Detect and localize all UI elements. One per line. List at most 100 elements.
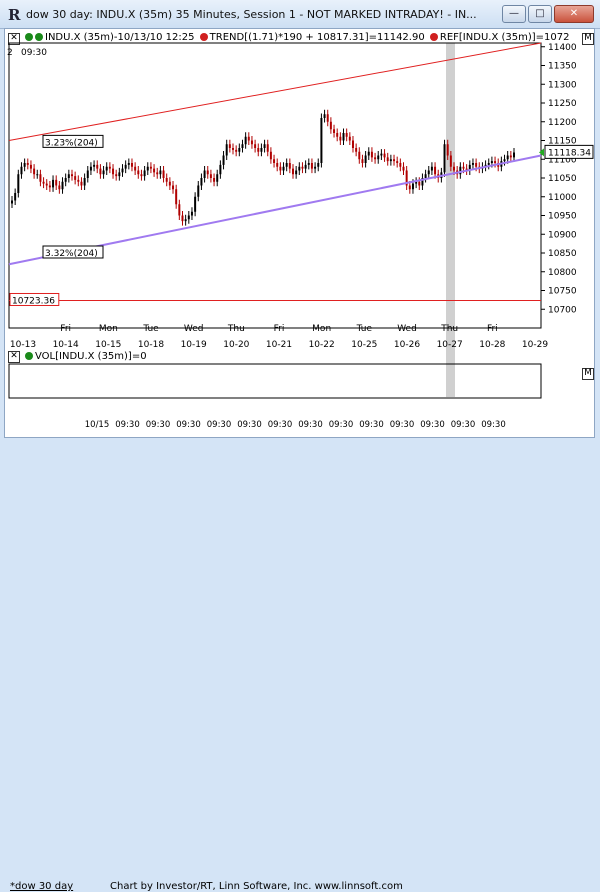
y-tick-label: 11300 <box>548 80 577 90</box>
candle-body <box>26 163 29 165</box>
chart-credit: Chart by Investor/RT, Linn Software, Inc… <box>110 881 403 892</box>
date-label: 10-22 <box>309 340 335 350</box>
candle-body <box>14 193 17 201</box>
window-title: dow 30 day: INDU.X (35m) 35 Minutes, Ses… <box>26 8 477 21</box>
candle-body <box>99 168 102 175</box>
volume-legend: VOL[INDU.X (35m)]=0 <box>25 351 147 362</box>
candle-body <box>197 185 200 197</box>
candle-body <box>216 174 219 182</box>
candle-body <box>430 166 433 171</box>
candle-body <box>42 181 45 184</box>
candle-body <box>146 166 149 171</box>
channel-annotation-label: 3.23%(204) <box>45 138 98 148</box>
maximize-button[interactable]: □ <box>528 5 552 23</box>
candle-body <box>247 136 250 141</box>
candle-body <box>232 148 235 150</box>
y-tick-label: 10800 <box>548 268 577 278</box>
candle-body <box>235 149 238 152</box>
candle-body <box>222 155 225 165</box>
candle-body <box>424 174 427 178</box>
time-tick-label: 09:30 <box>268 420 293 430</box>
candle-body <box>386 157 389 162</box>
weekday-label: Thu <box>440 324 458 334</box>
candle-body <box>279 166 282 171</box>
last-price-label: 11118.34 <box>548 148 591 158</box>
volume-plot-area <box>8 363 542 399</box>
candle-body <box>200 178 203 186</box>
volume-legend-text[interactable]: VOL[INDU.X (35m)]=0 <box>35 351 147 362</box>
date-label: 10-28 <box>479 340 505 350</box>
minimize-button[interactable]: — <box>502 5 526 23</box>
candle-body <box>345 133 348 137</box>
candle-body <box>418 181 421 186</box>
candle-body <box>503 159 506 162</box>
investor-rt-app-icon: R <box>8 6 21 24</box>
close-button[interactable]: ✕ <box>554 5 594 23</box>
candle-body <box>364 155 367 163</box>
time-tick-label: 09:30 <box>207 420 232 430</box>
candle-body <box>156 172 159 175</box>
symbol-legend[interactable]: INDU.X (35m)-10/13/10 12:25 <box>45 32 195 43</box>
candle-body <box>83 178 86 186</box>
time-tick-label: 09:30 <box>237 420 262 430</box>
y-tick-label: 11250 <box>548 99 577 109</box>
candle-body <box>374 157 377 160</box>
candle-body <box>301 166 304 169</box>
candle-body <box>203 170 206 178</box>
time-tick-label: 09:30 <box>146 420 171 430</box>
ref-legend[interactable]: REF[INDU.X (35m)]=1072 <box>439 32 570 43</box>
candle-body <box>102 170 105 175</box>
candle-body <box>168 181 171 186</box>
price-chart[interactable]: 10700 10800 10900 11000 11100 11200 11300 11350… <box>5 29 596 439</box>
weekday-label: Fri <box>60 324 71 334</box>
candle-body <box>282 166 285 171</box>
price-panel-menu-button[interactable]: M <box>582 33 594 45</box>
candle-body <box>342 133 345 141</box>
volume-panel-close-icon[interactable]: ✕ <box>8 351 20 363</box>
channel-annotation-box <box>42 245 104 259</box>
candle-body <box>288 163 291 169</box>
candle-body <box>434 166 437 175</box>
candle-body <box>238 148 241 152</box>
candle-body <box>96 164 99 169</box>
date-label: 10-20 <box>223 340 249 350</box>
time-tick-label: 09:30 <box>420 420 445 430</box>
trend-upper-line[interactable] <box>8 42 542 141</box>
candle-body <box>487 163 490 165</box>
trend-legend[interactable]: TREND[(1.71)*190 + 10817.31]=11142.90 <box>209 32 425 43</box>
candle-body <box>506 155 509 160</box>
candle-body <box>121 168 124 173</box>
candle-body <box>184 219 187 222</box>
candle-body <box>159 170 162 175</box>
candle-body <box>165 178 168 182</box>
session-shade <box>446 43 455 397</box>
candle-body <box>320 118 323 163</box>
candle-body <box>370 151 373 158</box>
panel-close-icon[interactable]: ✕ <box>8 33 20 45</box>
candle-body <box>143 170 146 177</box>
candle-body <box>80 181 83 186</box>
candle-body <box>118 172 121 177</box>
date-label: 10-18 <box>138 340 164 350</box>
candle-body <box>112 168 115 175</box>
candle-body <box>29 164 32 169</box>
date-label: 10-25 <box>351 340 377 350</box>
candle-body <box>194 196 197 212</box>
candle-body <box>411 183 414 190</box>
weekday-label: Fri <box>487 324 498 334</box>
weekday-label: Wed <box>184 324 204 334</box>
candle-body <box>162 170 165 178</box>
candle-body <box>124 164 127 169</box>
candle-body <box>361 159 364 163</box>
candle-body <box>377 155 380 160</box>
chart-tab[interactable]: *dow 30 day <box>10 881 74 892</box>
candle-body <box>415 181 418 184</box>
candle-body <box>273 159 276 163</box>
candle-body <box>336 133 339 137</box>
candle-body <box>11 200 13 204</box>
candle-body <box>317 163 320 167</box>
volume-panel-menu-button[interactable]: M <box>582 368 594 380</box>
channel-annotation-box <box>9 292 60 306</box>
candle-body <box>393 159 396 162</box>
candle-body <box>329 121 332 130</box>
